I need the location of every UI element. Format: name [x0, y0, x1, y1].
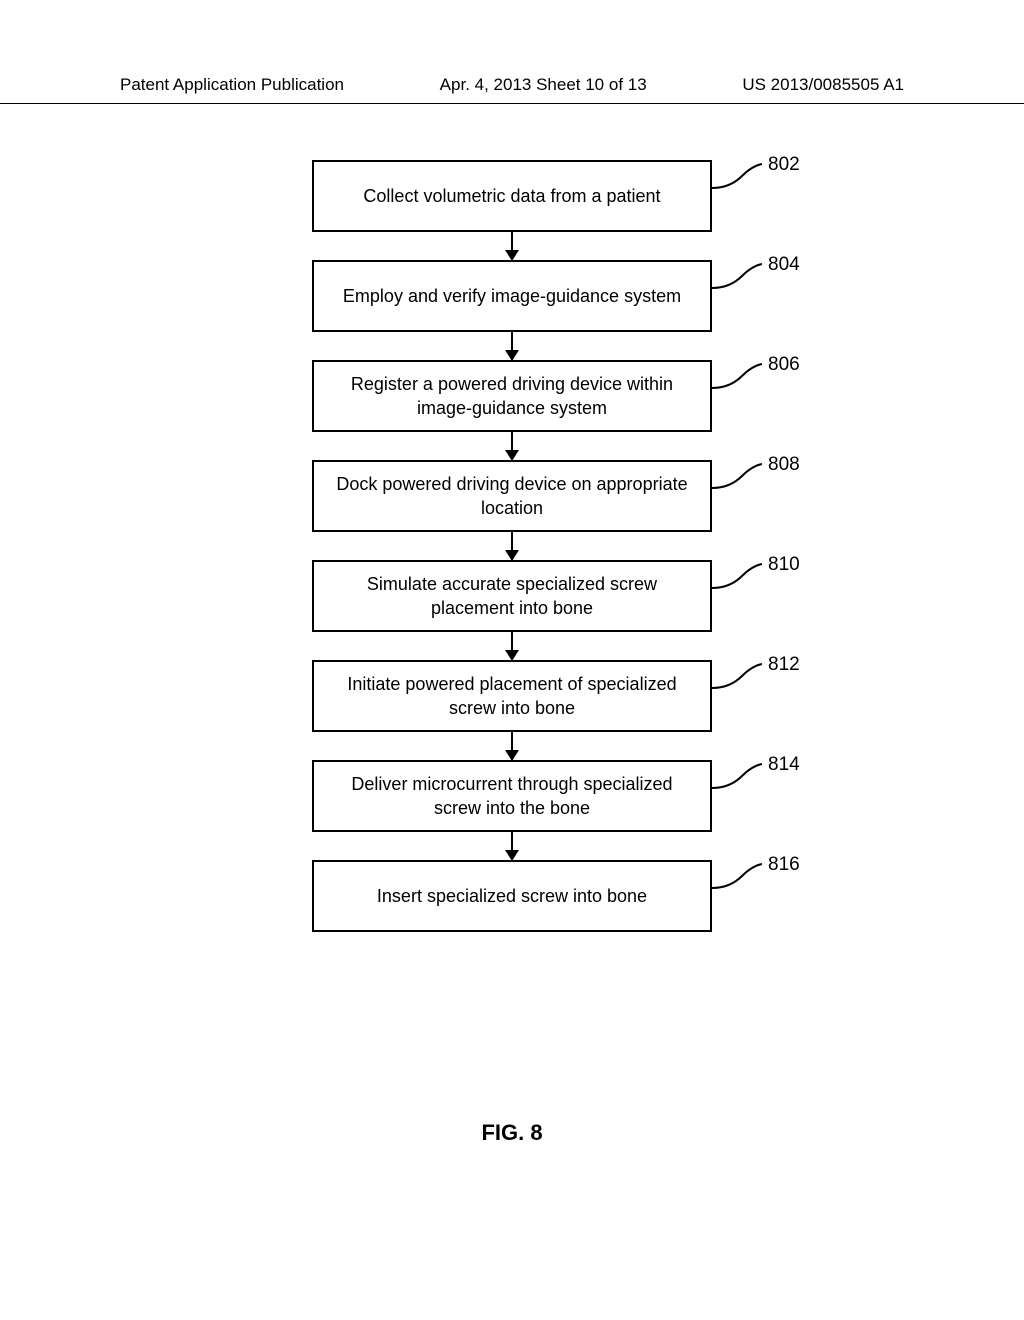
reference-callout: 816	[712, 860, 800, 892]
flowchart-arrow	[511, 532, 513, 560]
header-publication: Patent Application Publication	[120, 75, 344, 95]
flowchart-step: Deliver microcurrent through specialized…	[312, 760, 712, 832]
flowchart-arrow	[511, 732, 513, 760]
flowchart-box: Simulate accurate specialized screw plac…	[312, 560, 712, 632]
reference-number: 806	[768, 354, 800, 376]
flowchart-step: Collect volumetric data from a patient80…	[312, 160, 712, 232]
reference-callout: 804	[712, 260, 800, 292]
reference-callout: 802	[712, 160, 800, 192]
flowchart-step: Dock powered driving device on appropria…	[312, 460, 712, 532]
flowchart-box: Initiate powered placement of specialize…	[312, 660, 712, 732]
reference-number: 804	[768, 254, 800, 276]
reference-number: 816	[768, 854, 800, 876]
reference-callout: 814	[712, 760, 800, 792]
flowchart-box: Dock powered driving device on appropria…	[312, 460, 712, 532]
flowchart-box: Deliver microcurrent through specialized…	[312, 760, 712, 832]
header-patent-number: US 2013/0085505 A1	[742, 75, 904, 95]
reference-number: 812	[768, 654, 800, 676]
patent-header: Patent Application Publication Apr. 4, 2…	[0, 75, 1024, 104]
flowchart-step: Insert specialized screw into bone816	[312, 860, 712, 932]
reference-number: 808	[768, 454, 800, 476]
flowchart-arrow	[511, 232, 513, 260]
reference-callout: 806	[712, 360, 800, 392]
flowchart-box: Employ and verify image-guidance system	[312, 260, 712, 332]
header-date-sheet: Apr. 4, 2013 Sheet 10 of 13	[440, 75, 647, 95]
flowchart-step: Initiate powered placement of specialize…	[312, 660, 712, 732]
reference-number: 810	[768, 554, 800, 576]
reference-callout: 810	[712, 560, 800, 592]
flowchart-step: Register a powered driving device within…	[312, 360, 712, 432]
reference-number: 814	[768, 754, 800, 776]
reference-callout: 808	[712, 460, 800, 492]
flowchart-step: Employ and verify image-guidance system8…	[312, 260, 712, 332]
reference-number: 802	[768, 154, 800, 176]
flowchart-arrow	[511, 632, 513, 660]
flowchart-arrow	[511, 432, 513, 460]
flowchart-box: Register a powered driving device within…	[312, 360, 712, 432]
flowchart-arrow	[511, 332, 513, 360]
flowchart-container: Collect volumetric data from a patient80…	[312, 160, 712, 932]
flowchart-box: Collect volumetric data from a patient	[312, 160, 712, 232]
flowchart-arrow	[511, 832, 513, 860]
flowchart-box: Insert specialized screw into bone	[312, 860, 712, 932]
reference-callout: 812	[712, 660, 800, 692]
flowchart-step: Simulate accurate specialized screw plac…	[312, 560, 712, 632]
figure-label: FIG. 8	[0, 1120, 1024, 1146]
